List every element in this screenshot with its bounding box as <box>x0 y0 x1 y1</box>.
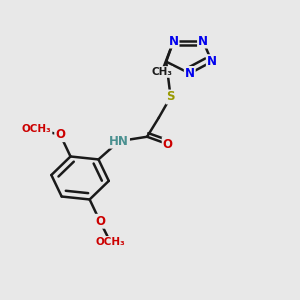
Text: O: O <box>163 138 173 151</box>
Text: OCH₃: OCH₃ <box>95 237 125 247</box>
Text: OCH₃: OCH₃ <box>22 124 52 134</box>
Text: S: S <box>167 91 175 103</box>
Text: N: N <box>185 67 195 80</box>
Text: N: N <box>207 55 217 68</box>
Text: O: O <box>55 128 65 141</box>
Text: O: O <box>95 215 105 228</box>
Text: CH₃: CH₃ <box>151 67 172 77</box>
Text: N: N <box>169 34 178 48</box>
Text: HN: HN <box>109 135 129 148</box>
Text: N: N <box>198 34 208 48</box>
